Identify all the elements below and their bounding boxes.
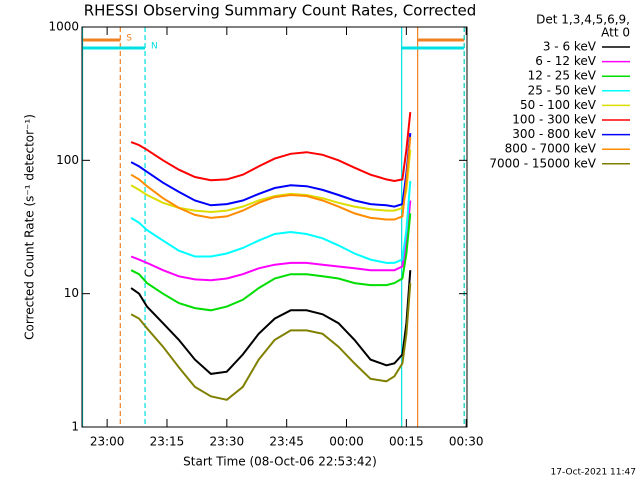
legend-label: 12 - 25 keV — [528, 69, 597, 83]
legend-label: 800 - 7000 keV — [505, 142, 597, 156]
x-tick-label: 23:00 — [90, 435, 125, 449]
x-tick-label: 23:15 — [150, 435, 185, 449]
series-line — [130, 270, 412, 375]
series-line — [130, 200, 412, 282]
legend-label: 100 - 300 keV — [512, 113, 596, 127]
y-tick-label: 100 — [56, 153, 79, 167]
legend-label: 300 - 800 keV — [512, 127, 596, 141]
series-line — [130, 111, 412, 183]
legend-label: 6 - 12 keV — [535, 54, 597, 68]
series-line — [130, 136, 412, 221]
x-tick-label: 23:45 — [269, 435, 304, 449]
legend-title: Det 1,3,4,5,6,9, — [536, 13, 630, 27]
y-tick-label: 1000 — [48, 20, 79, 34]
series-line — [130, 180, 412, 264]
series-line — [130, 283, 412, 401]
timestamp: 17-Oct-2021 11:47 — [551, 468, 636, 478]
flag-label: N — [151, 42, 158, 52]
x-tick-label: 23:30 — [210, 435, 245, 449]
legend-label: 3 - 6 keV — [543, 40, 597, 54]
legend-label: 7000 - 15000 keV — [489, 156, 596, 170]
y-tick-label: 10 — [64, 286, 79, 300]
series-line — [130, 149, 412, 214]
flag-label: S — [126, 34, 132, 44]
x-axis-label: Start Time (08-Oct-06 22:53:42) — [183, 455, 377, 469]
legend-label: 25 - 50 keV — [528, 83, 597, 97]
x-tick-label: 00:15 — [389, 435, 424, 449]
x-tick-label: 00:30 — [449, 435, 484, 449]
plot-frame — [81, 26, 468, 428]
legend-title: Att 0 — [601, 26, 630, 40]
x-tick-label: 00:00 — [329, 435, 364, 449]
series-line — [130, 133, 412, 208]
y-axis-label: Corrected Count Rate (s⁻¹ detector⁻¹) — [23, 114, 37, 340]
legend-label: 50 - 100 keV — [520, 98, 597, 112]
chart-title: RHESSI Observing Summary Count Rates, Co… — [84, 2, 477, 20]
y-tick-label: 1 — [71, 420, 79, 434]
series-line — [130, 213, 412, 312]
